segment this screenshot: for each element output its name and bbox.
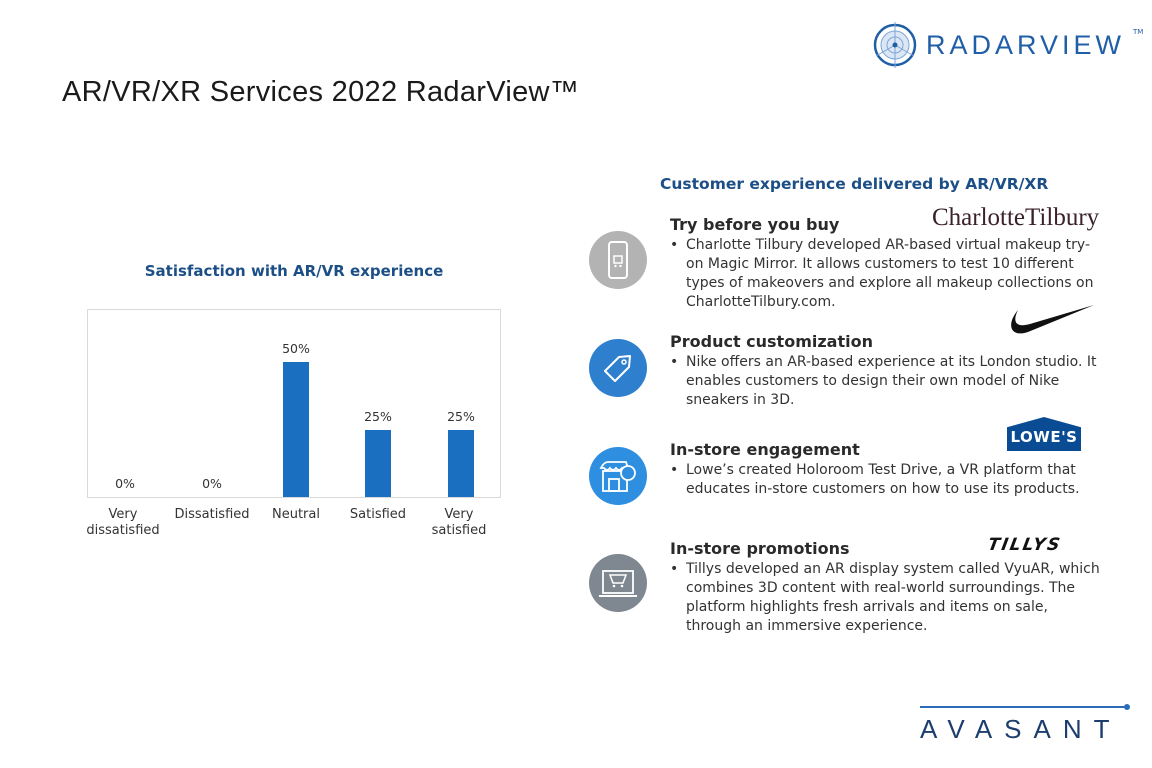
bar-3 xyxy=(365,429,391,497)
data-label: 0% xyxy=(115,476,135,491)
bar-2 xyxy=(283,362,309,497)
logo-text: RADARVIEW xyxy=(926,29,1126,60)
item-heading: Try before you buy xyxy=(670,215,840,234)
data-label: 25% xyxy=(447,408,475,424)
store-icon xyxy=(589,447,647,505)
chart-title: Satisfaction with AR/VR experience xyxy=(144,262,444,280)
item-text: Tillys developed an AR display system ca… xyxy=(670,560,1100,636)
nike-logo xyxy=(1006,302,1096,342)
logo-line xyxy=(920,703,1130,710)
item-heading: In-store engagement xyxy=(670,440,860,459)
category-label: Very dissatisfied xyxy=(86,507,160,538)
category-label: Very satisfied xyxy=(431,507,487,538)
item-heading: In-store promotions xyxy=(670,539,850,558)
item-text: Charlotte Tilbury developed AR-based vir… xyxy=(670,236,1100,312)
logo-tm: TM xyxy=(1133,28,1144,36)
experience-item: In-store engagement Lowe’s created Holor… xyxy=(670,440,1100,499)
data-label: 0% xyxy=(202,476,222,491)
item-text: Nike offers an AR-based experience at it… xyxy=(670,353,1100,410)
laptop-cart-icon xyxy=(589,554,647,612)
radar-icon xyxy=(873,22,917,68)
experience-item: Try before you buy Charlotte Tilbury dev… xyxy=(670,215,1100,312)
charlotte-tilbury-logo: CharlotteTilbury xyxy=(932,204,1100,231)
category-label: Satisfied xyxy=(349,507,407,522)
category-label: Neutral xyxy=(272,507,320,522)
data-label: 25% xyxy=(364,408,392,424)
tag-icon xyxy=(589,339,647,397)
chart-frame xyxy=(87,309,501,498)
avasant-text: AVASANT xyxy=(920,713,1122,744)
bar-4 xyxy=(448,429,474,497)
radarview-logo: RADARVIEW TM xyxy=(872,22,1143,68)
item-text: Lowe’s created Holoroom Test Drive, a VR… xyxy=(670,461,1100,499)
section-title: Customer experience delivered by AR/VR/X… xyxy=(660,175,1049,193)
data-label: 50% xyxy=(282,341,310,356)
experience-item: Product customization Nike offers an AR-… xyxy=(670,332,1100,410)
page-title: AR/VR/XR Services 2022 RadarView™ xyxy=(62,76,580,108)
item-heading: Product customization xyxy=(670,332,873,351)
category-label: Dissatisfied xyxy=(174,507,250,522)
tillys-logo: TILLYS xyxy=(986,535,1064,555)
avasant-logo: AVASANT xyxy=(920,703,1130,745)
experience-item: In-store promotions Tillys developed an … xyxy=(670,539,1100,636)
phone-cart-icon xyxy=(589,231,647,289)
lowes-logo: LOWE'S xyxy=(1007,417,1081,451)
